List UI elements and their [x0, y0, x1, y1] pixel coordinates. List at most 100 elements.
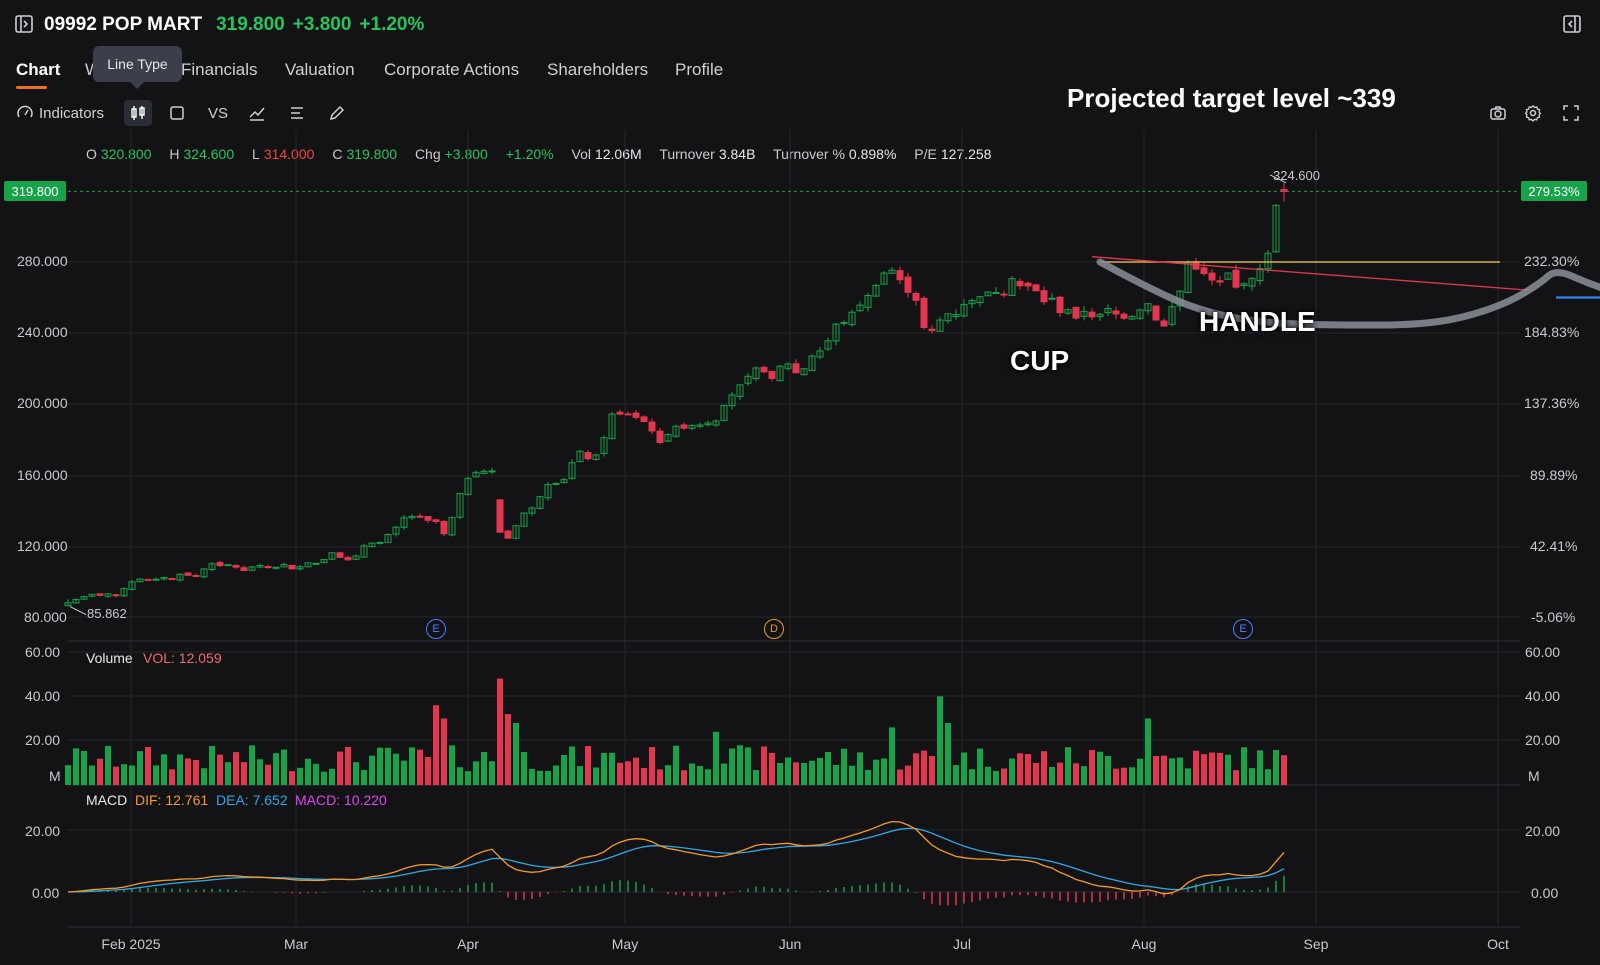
candle-body: [216, 562, 224, 567]
pct-tick-4: 89.89%: [1530, 467, 1578, 483]
volume-bar: [809, 760, 815, 785]
vol-tick-unit: M: [49, 768, 61, 784]
x-tick-sep: Sep: [1303, 936, 1329, 952]
align-button[interactable]: [288, 100, 306, 126]
volume-bar: [945, 722, 951, 785]
candle-body: [488, 470, 496, 473]
candle-body: [504, 530, 512, 539]
candle-body: [688, 424, 696, 429]
candle-body: [696, 424, 704, 427]
volume-bar: [489, 761, 495, 785]
dividend-marker[interactable]: D: [764, 619, 784, 639]
volume-bar: [1225, 754, 1231, 785]
candle-body: [1216, 280, 1224, 283]
indicators-button[interactable]: Indicators: [16, 100, 104, 126]
macd-tick-20-right: 20.00: [1525, 823, 1561, 839]
candle-body: [1280, 189, 1288, 192]
candle-body: [112, 594, 120, 597]
candle-body: [480, 470, 488, 474]
tab-financials[interactable]: Financials: [181, 60, 258, 79]
candle-body: [80, 596, 88, 600]
price-chart[interactable]: [0, 130, 1600, 935]
pe-label: P/E: [914, 146, 937, 162]
candle-body: [1000, 293, 1008, 296]
candle-body: [1208, 272, 1216, 281]
tab-chart[interactable]: Chart: [16, 60, 61, 79]
x-tick-may: May: [611, 936, 639, 952]
volume-bar: [409, 747, 415, 785]
candle-body: [536, 496, 544, 509]
low-value: 314.000: [263, 146, 315, 162]
candle-body: [840, 322, 848, 325]
screenshot-button[interactable]: [1489, 100, 1507, 126]
candle-body: [1232, 269, 1240, 288]
candle-body: [424, 516, 432, 521]
draw-button[interactable]: [328, 100, 346, 126]
sidebar-toggle-icon[interactable]: [14, 14, 34, 34]
fullscreen-button[interactable]: [1562, 100, 1580, 126]
volume-bar: [1049, 767, 1055, 785]
vol-tick-60: 60.00: [25, 644, 61, 660]
pct-tick-3: 137.36%: [1524, 395, 1580, 411]
candle-body: [1048, 297, 1056, 300]
volume-bar: [1001, 768, 1007, 785]
candle-body: [576, 450, 584, 463]
candle-body: [992, 292, 1000, 295]
tab-valuation[interactable]: Valuation: [285, 60, 355, 79]
volume-bar: [873, 759, 879, 785]
tab-profile[interactable]: Profile: [675, 60, 724, 79]
candle-body: [1056, 296, 1064, 314]
earnings-marker-2[interactable]: E: [1233, 619, 1253, 639]
line-chart-icon: [249, 107, 265, 121]
vs-label: VS: [208, 104, 229, 122]
vol-label: Vol: [571, 146, 591, 162]
volume-bar: [665, 765, 671, 785]
candle-body: [920, 297, 928, 328]
candle-body: [800, 368, 808, 376]
candlestick-type-button[interactable]: [124, 100, 152, 126]
rectangle-button[interactable]: [168, 100, 186, 126]
candle-body: [736, 384, 744, 397]
volume-bar: [417, 749, 423, 785]
volume-bar: [281, 749, 287, 785]
volume-bar: [321, 771, 327, 785]
dea-line: [67, 827, 1285, 893]
close-label: C: [332, 146, 343, 162]
volume-bar: [1145, 718, 1151, 785]
vs-button[interactable]: VS: [208, 100, 228, 126]
volume-bar: [89, 765, 95, 785]
tab-shareholders[interactable]: Shareholders: [547, 60, 649, 79]
neckline-line: [1091, 256, 1533, 292]
cup-handle-curve: [1096, 258, 1600, 329]
volume-bar: [217, 754, 223, 785]
candle-body: [944, 313, 952, 322]
candle-body: [1272, 204, 1280, 253]
y-tick-240: 240.000: [17, 324, 68, 340]
volume-bar: [105, 745, 111, 785]
candle-body: [376, 541, 384, 544]
y-tick-200: 200.000: [17, 395, 68, 411]
volume-bar: [1097, 751, 1103, 785]
ohlc-info: O 320.800 H 324.600 L 314.000 C 319.800 Chg +…: [86, 146, 995, 162]
candle-body: [768, 370, 776, 379]
tab-corporate-actions[interactable]: Corporate Actions: [384, 60, 520, 79]
volume-bar: [921, 750, 927, 785]
volume-bar: [441, 718, 447, 785]
volume-bar: [1217, 752, 1223, 785]
volume-bar: [1081, 766, 1087, 785]
volume-bar: [993, 771, 999, 785]
candle-body: [976, 296, 984, 304]
volume-bar: [209, 745, 215, 785]
earnings-marker[interactable]: E: [426, 619, 446, 639]
line-chart-button[interactable]: [248, 100, 266, 126]
candle-body: [776, 365, 784, 382]
volume-bar: [369, 755, 375, 785]
candle-body: [1080, 310, 1088, 317]
candle-body: [368, 542, 376, 548]
volume-bar: [97, 758, 103, 785]
candle-body: [608, 413, 616, 440]
volume-bar: [1185, 768, 1191, 785]
candle-body: [296, 566, 304, 570]
collapse-panel-icon[interactable]: [1562, 14, 1582, 34]
settings-button[interactable]: [1524, 100, 1542, 126]
